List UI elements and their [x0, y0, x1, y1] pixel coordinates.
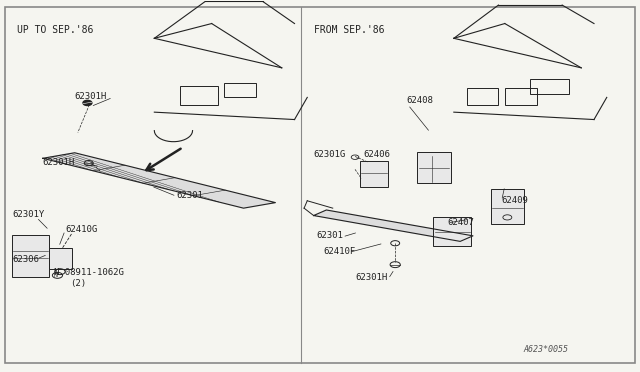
Text: 62301G: 62301G [314, 150, 346, 159]
Text: 62408: 62408 [406, 96, 433, 105]
Text: 62409: 62409 [502, 196, 529, 205]
Text: UP TO SEP.'86: UP TO SEP.'86 [17, 25, 93, 35]
Text: N 08911-1062G: N 08911-1062G [54, 268, 124, 278]
Text: A623*0055: A623*0055 [524, 345, 569, 354]
Text: 62301H: 62301H [355, 273, 387, 282]
Text: N: N [54, 273, 58, 278]
FancyBboxPatch shape [491, 189, 524, 224]
Text: 62301: 62301 [317, 231, 344, 240]
Text: 62306: 62306 [13, 255, 40, 264]
Text: (2): (2) [70, 279, 86, 288]
Text: 62410F: 62410F [323, 247, 355, 256]
Polygon shape [314, 210, 473, 241]
FancyBboxPatch shape [417, 152, 451, 183]
Text: 62301Y: 62301Y [13, 211, 45, 219]
Circle shape [83, 100, 92, 106]
FancyBboxPatch shape [433, 217, 471, 246]
Text: 62301H: 62301H [43, 158, 75, 167]
Text: FROM SEP.'86: FROM SEP.'86 [314, 25, 384, 35]
FancyBboxPatch shape [360, 161, 388, 187]
Text: 62301: 62301 [177, 191, 204, 200]
Polygon shape [43, 153, 275, 208]
FancyBboxPatch shape [12, 235, 49, 277]
Text: 62406: 62406 [364, 150, 390, 159]
FancyBboxPatch shape [49, 248, 72, 269]
Text: 62407: 62407 [447, 218, 474, 227]
Text: 62410G: 62410G [65, 225, 97, 234]
Text: 62301H: 62301H [75, 92, 107, 101]
